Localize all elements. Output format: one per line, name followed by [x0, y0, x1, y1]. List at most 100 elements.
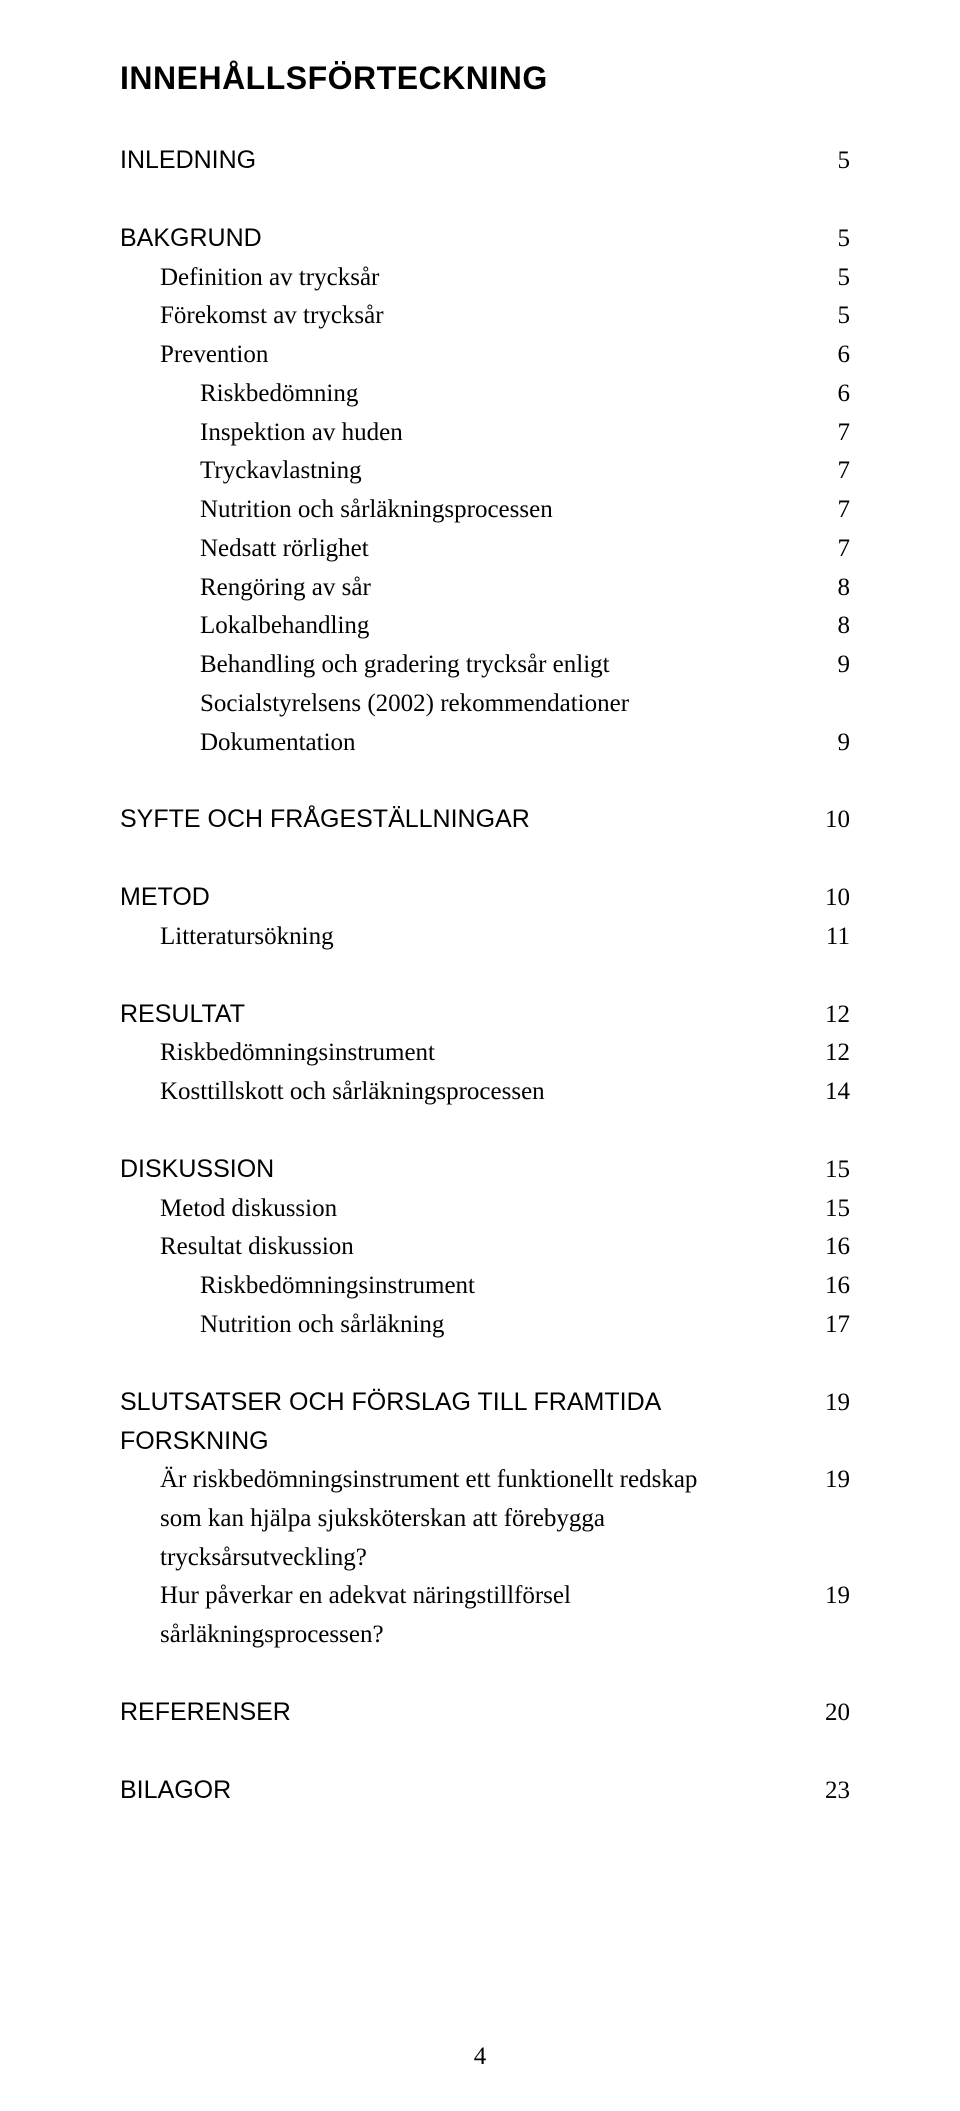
toc-row: BILAGOR 23	[120, 1771, 850, 1811]
toc-entry-label: Förekomst av trycksår	[160, 297, 384, 336]
toc-section: METOD 10 Litteratursökning 11	[120, 878, 850, 957]
toc-row: Förekomst av trycksår5	[120, 297, 850, 336]
toc-row: SYFTE OCH FRÅGESTÄLLNINGAR 10	[120, 800, 850, 840]
toc-entry-page: 5	[818, 259, 851, 298]
toc-row: sårläkningsprocessen?	[120, 1616, 850, 1655]
toc-row: Socialstyrelsens (2002) rekommendationer	[120, 685, 850, 724]
document-page: INNEHÅLLSFÖRTECKNING INLEDNING 5 BAKGRUND 5…	[0, 0, 960, 2111]
toc-entry-page: 5	[818, 220, 851, 259]
toc-entry-page: 7	[818, 530, 851, 569]
toc-entry-label: Riskbedömningsinstrument	[160, 1034, 435, 1073]
toc-entry-label: SYFTE OCH FRÅGESTÄLLNINGAR	[120, 800, 530, 839]
toc-entry-page: 19	[805, 1577, 850, 1616]
toc-row: Hur påverkar en adekvat näringstillförse…	[120, 1577, 850, 1616]
toc-row: FORSKNING	[120, 1422, 850, 1461]
toc-entry-page: 10	[805, 801, 850, 840]
toc-row: Nutrition och sårläkningsprocessen 7	[120, 491, 850, 530]
toc-row: Litteratursökning 11	[120, 918, 850, 957]
toc-entry-page: 8	[818, 569, 851, 608]
toc-entry-label: Riskbedömningsinstrument	[200, 1267, 475, 1306]
toc-section: BILAGOR 23	[120, 1771, 850, 1811]
toc-row: REFERENSER 20	[120, 1693, 850, 1733]
toc-row: Riskbedömning 6	[120, 375, 850, 414]
toc-entry-label: RESULTAT	[120, 995, 245, 1034]
toc-entry-label: REFERENSER	[120, 1693, 291, 1732]
toc-entry-label: Riskbedömning	[200, 375, 358, 414]
toc-entry-label: Kosttillskott och sårläkningsprocessen	[160, 1073, 545, 1112]
toc-section: BAKGRUND5Definition av trycksår5Förekoms…	[120, 219, 850, 763]
toc-entry-page: 15	[805, 1151, 850, 1190]
toc-entry-page: 8	[818, 607, 851, 646]
toc-entry-page: 6	[818, 336, 851, 375]
toc-section: REFERENSER 20	[120, 1693, 850, 1733]
toc-row: Metod diskussion 15	[120, 1190, 850, 1229]
toc-row: Resultat diskussion 16	[120, 1228, 850, 1267]
toc-row: trycksårsutveckling?	[120, 1539, 850, 1578]
toc-row: Behandling och gradering trycksår enligt…	[120, 646, 850, 685]
toc-entry-page: 9	[818, 646, 851, 685]
toc-row: DISKUSSION15	[120, 1150, 850, 1190]
toc-entry-label: Lokalbehandling	[200, 607, 369, 646]
toc-entry-label: METOD	[120, 878, 210, 917]
toc-entry-page: 7	[818, 452, 851, 491]
toc-entry-label: Behandling och gradering trycksår enligt	[200, 646, 610, 685]
toc-section: SLUTSATSER OCH FÖRSLAG TILL FRAMTIDA19FO…	[120, 1383, 850, 1655]
toc-entry-page: 5	[818, 142, 851, 181]
toc-entry-page: 11	[806, 918, 850, 957]
toc-entry-label: Nedsatt rörlighet	[200, 530, 369, 569]
toc-entry-label: Rengöring av sår	[200, 569, 371, 608]
toc-entry-page: 9	[818, 724, 851, 763]
toc-row: Är riskbedömningsinstrument ett funktion…	[120, 1461, 850, 1500]
toc-entry-label: Hur påverkar en adekvat näringstillförse…	[160, 1577, 571, 1616]
toc-entry-page: 23	[805, 1772, 850, 1811]
toc-entry-page: 10	[805, 879, 850, 918]
toc-row: Rengöring av sår 8	[120, 569, 850, 608]
toc-row: METOD 10	[120, 878, 850, 918]
toc-entry-label: Nutrition och sårläkningsprocessen	[200, 491, 553, 530]
toc-entry-label: Resultat diskussion	[160, 1228, 354, 1267]
toc-row: RESULTAT 12	[120, 995, 850, 1035]
toc-entry-page: 16	[805, 1228, 850, 1267]
toc-row: Nedsatt rörlighet 7	[120, 530, 850, 569]
toc-entry-label: Är riskbedömningsinstrument ett funktion…	[160, 1461, 697, 1500]
toc-entry-label: Litteratursökning	[160, 918, 334, 957]
toc-entry-label: BAKGRUND	[120, 219, 262, 258]
toc-entry-label: INLEDNING	[120, 141, 256, 180]
toc-entry-page: 12	[805, 1034, 850, 1073]
toc-row: Nutrition och sårläkning 17	[120, 1306, 850, 1345]
page-number: 4	[0, 2043, 960, 2071]
toc-title: INNEHÅLLSFÖRTECKNING	[120, 60, 850, 97]
toc-entry-label: Metod diskussion	[160, 1190, 337, 1229]
toc-entry-page: 19	[805, 1384, 850, 1423]
toc-entry-page: 20	[805, 1694, 850, 1733]
toc-entry-page: 6	[818, 375, 851, 414]
toc-section: INLEDNING 5	[120, 141, 850, 181]
toc-entry-page: 7	[818, 491, 851, 530]
toc-entry-label: Prevention	[160, 336, 268, 375]
toc-row: som kan hjälpa sjuksköterskan att föreby…	[120, 1500, 850, 1539]
toc-row: Inspektion av huden 7	[120, 414, 850, 453]
toc-entry-page: 7	[818, 414, 851, 453]
toc-entry-page: 15	[805, 1190, 850, 1229]
toc-row: Dokumentation 9	[120, 724, 850, 763]
toc-entry-page: 14	[805, 1073, 850, 1112]
toc-row: Riskbedömningsinstrument 16	[120, 1267, 850, 1306]
toc-row: BAKGRUND 5	[120, 219, 850, 259]
toc-entry-page: 12	[805, 996, 850, 1035]
toc-entry-label: Tryckavlastning	[200, 452, 362, 491]
toc-section: RESULTAT 12 Riskbedömningsinstrument 12 Kost…	[120, 995, 850, 1112]
toc-entry-label: Inspektion av huden	[200, 414, 403, 453]
toc-row: Riskbedömningsinstrument 12	[120, 1034, 850, 1073]
toc-entry-label: BILAGOR	[120, 1771, 231, 1810]
toc-row: Tryckavlastning 7	[120, 452, 850, 491]
toc-entry-label: Nutrition och sårläkning	[200, 1306, 444, 1345]
toc-entry-page: 19	[805, 1461, 850, 1500]
toc-body: INLEDNING5BAKGRUND5Definition av tryckså…	[120, 141, 850, 1810]
toc-entry-label: FORSKNING	[120, 1422, 269, 1461]
toc-entry-label: sårläkningsprocessen?	[160, 1616, 384, 1655]
toc-section: DISKUSSION15Metod diskussion15Resultat d…	[120, 1150, 850, 1345]
toc-entry-page: 17	[805, 1306, 850, 1345]
toc-row: Prevention 6	[120, 336, 850, 375]
toc-entry-page: 16	[805, 1267, 850, 1306]
toc-entry-label: Dokumentation	[200, 724, 356, 763]
